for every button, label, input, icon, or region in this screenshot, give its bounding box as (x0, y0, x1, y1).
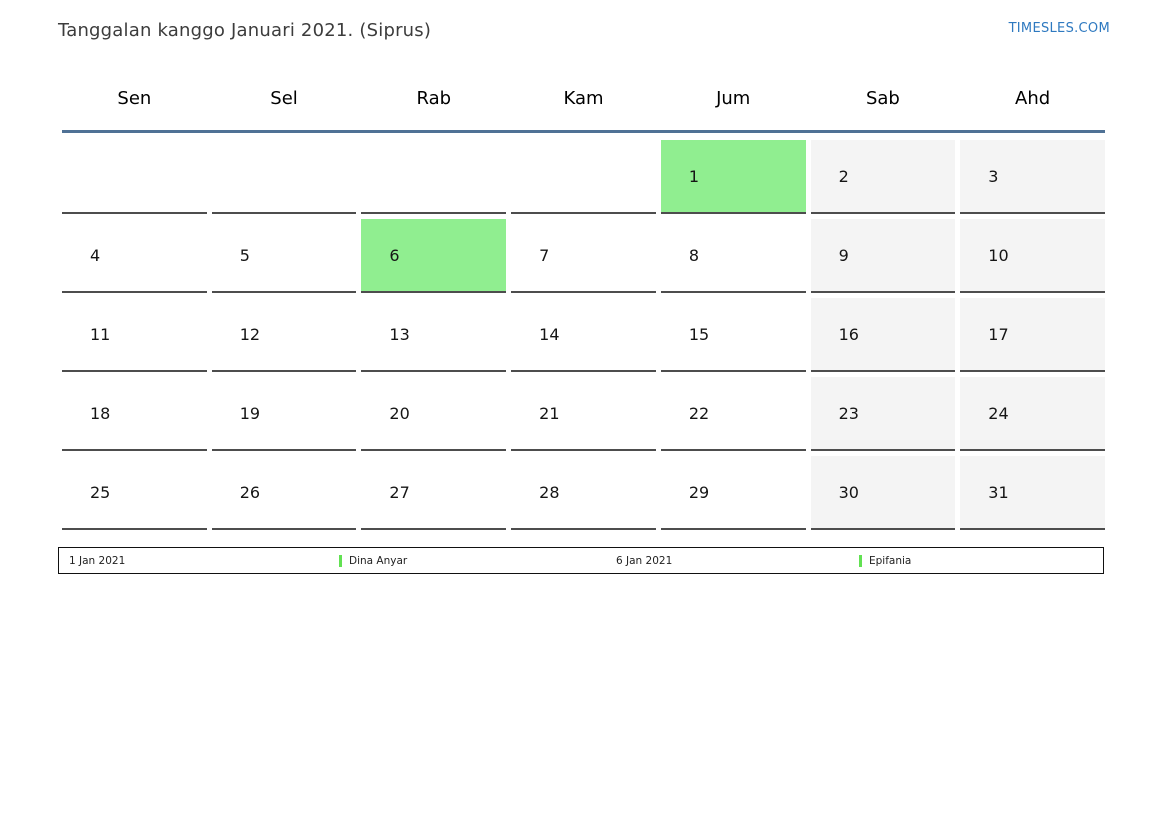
day-cell: 26 (211, 456, 357, 530)
day-cell: 10 (960, 219, 1105, 293)
day-cell: 31 (960, 456, 1105, 530)
day-cell: 8 (660, 219, 806, 293)
day-cell: 6 (361, 219, 507, 293)
day-number: 27 (389, 482, 410, 502)
day-number: 10 (988, 245, 1009, 265)
day-number: 2 (838, 166, 849, 186)
day-number: 24 (988, 403, 1009, 423)
day-cell: 25 (62, 456, 207, 530)
legend-date-item: 6 Jan 2021 (581, 555, 842, 567)
day-number: 30 (838, 482, 859, 502)
day-cell: 29 (660, 456, 806, 530)
day-cell: 3 (960, 140, 1105, 214)
day-number: 26 (239, 482, 261, 502)
day-number: 12 (239, 324, 261, 344)
day-cell: 12 (211, 298, 357, 372)
day-number: 29 (688, 482, 710, 502)
day-cell: 11 (62, 298, 207, 372)
day-number: 19 (239, 403, 261, 423)
day-number: 5 (239, 245, 250, 265)
day-cell: 18 (62, 377, 207, 451)
weekday-header-row: Sen Sel Rab Kam Jum Sab Ahd (62, 88, 1105, 133)
day-number: 28 (539, 482, 560, 502)
legend-event-item: Epifania (842, 554, 1103, 567)
legend-label: 6 Jan 2021 (616, 554, 673, 567)
legend-event-item: Dina Anyar (320, 554, 581, 567)
day-cell: 16 (810, 298, 956, 372)
legend-label: Epifania (869, 554, 912, 567)
day-cell: 15 (660, 298, 806, 372)
day-number: 20 (389, 403, 410, 423)
day-cell: 22 (660, 377, 806, 451)
empty-cell (211, 140, 357, 214)
day-cell: 23 (810, 377, 956, 451)
weekday-header: Rab (416, 88, 452, 109)
brand-link[interactable]: TIMESLES.COM (1008, 21, 1110, 36)
empty-cell (62, 140, 207, 214)
weekday-header: Jum (716, 88, 751, 109)
day-number: 9 (838, 245, 849, 265)
day-cell: 21 (511, 377, 656, 451)
holiday-marker-icon (859, 554, 862, 567)
weekday-header: Kam (563, 88, 604, 109)
day-cell: 9 (810, 219, 956, 293)
day-cell: 28 (511, 456, 656, 530)
day-number: 25 (90, 482, 111, 502)
day-cell: 24 (960, 377, 1105, 451)
weekday-header: Sen (117, 88, 152, 109)
page-title: Tanggalan kanggo Januari 2021. (Siprus) (58, 20, 432, 41)
day-number: 11 (90, 324, 111, 344)
day-cell: 30 (810, 456, 956, 530)
calendar-grid: 1 2 3 4 5 6 7 8 9 10 11 12 13 14 15 16 17 18 19 20 21 22 23 24 2… (62, 140, 1105, 530)
day-number: 18 (90, 403, 111, 423)
weekday-header: Ahd (1015, 88, 1051, 109)
day-number: 7 (539, 245, 550, 265)
holiday-marker-icon (339, 554, 342, 567)
day-number: 4 (90, 245, 101, 265)
day-cell: 13 (361, 298, 507, 372)
weekday-header: Sab (865, 88, 900, 109)
day-number: 14 (539, 324, 560, 344)
day-number: 13 (389, 324, 410, 344)
day-cell: 17 (960, 298, 1105, 372)
holiday-legend: 1 Jan 2021 Dina Anyar 6 Jan 2021 Epifania (58, 547, 1104, 574)
day-number: 22 (688, 403, 710, 423)
day-number: 17 (988, 324, 1009, 344)
empty-cell (361, 140, 507, 214)
day-number: 15 (688, 324, 710, 344)
day-number: 1 (688, 166, 700, 186)
day-cell: 2 (810, 140, 956, 214)
legend-date-item: 1 Jan 2021 (59, 555, 320, 567)
calendar: Sen Sel Rab Kam Jum Sab Ahd 1 2 3 4 5 6 7 8 9 10 11 12 13 1… (62, 88, 1105, 530)
day-number: 16 (838, 324, 859, 344)
day-cell: 19 (211, 377, 357, 451)
day-cell: 14 (511, 298, 656, 372)
legend-label: Dina Anyar (349, 554, 408, 567)
day-cell: 20 (361, 377, 507, 451)
empty-cell (511, 140, 656, 214)
day-cell: 27 (361, 456, 507, 530)
day-cell: 5 (211, 219, 357, 293)
legend-label: 1 Jan 2021 (69, 554, 126, 567)
day-cell: 4 (62, 219, 207, 293)
day-number: 6 (389, 245, 400, 265)
day-number: 8 (688, 245, 700, 265)
day-cell: 1 (660, 140, 806, 214)
day-cell: 7 (511, 219, 656, 293)
day-number: 31 (988, 482, 1009, 502)
topbar: Tanggalan kanggo Januari 2021. (Siprus) … (58, 20, 1110, 44)
day-number: 3 (988, 166, 999, 186)
day-number: 23 (838, 403, 859, 423)
weekday-header: Sel (270, 88, 298, 109)
day-number: 21 (539, 403, 560, 423)
